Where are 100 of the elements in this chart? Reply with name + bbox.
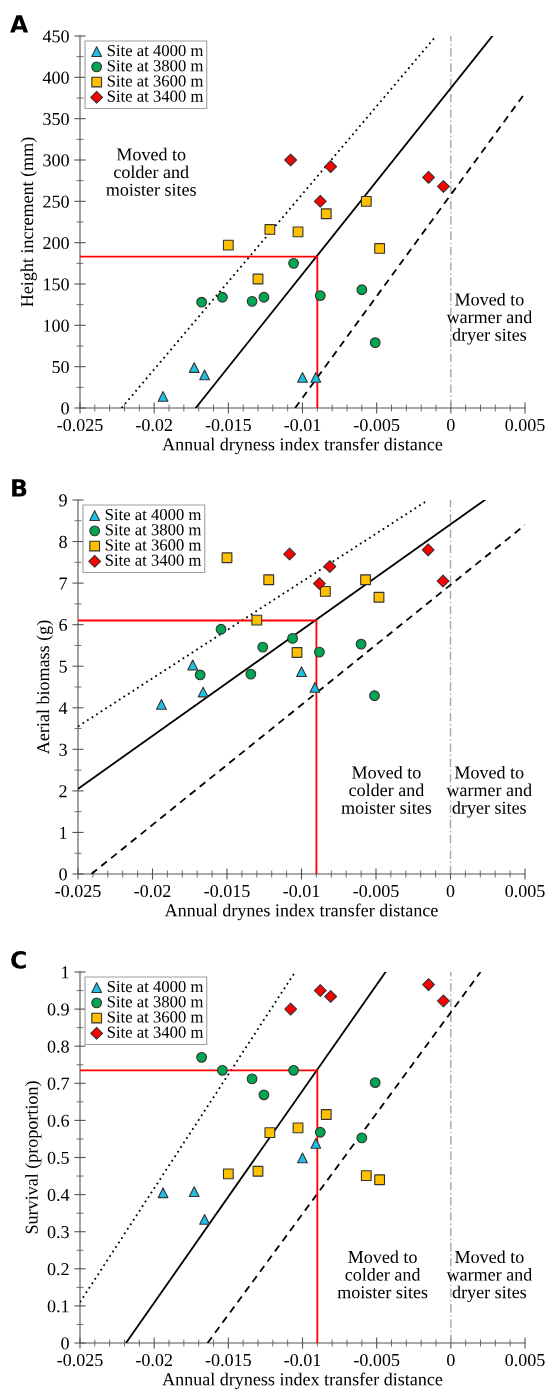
y-tick-label: 0.9 — [47, 1003, 69, 1016]
y-tick-label: 250 — [43, 195, 69, 208]
point — [314, 1126, 326, 1138]
x-tick-label: -0.01 — [284, 1353, 321, 1367]
y-tick-label: 1 — [62, 966, 69, 979]
point — [355, 638, 367, 650]
point — [314, 290, 326, 301]
point — [221, 552, 233, 564]
x-tick-label: -0.02 — [136, 418, 172, 432]
point — [197, 686, 209, 698]
x-tick-label: -0.025 — [57, 418, 103, 432]
point — [257, 641, 269, 653]
legend-label: Site at 3800 m — [107, 60, 204, 72]
y-tick-label: 150 — [44, 278, 69, 291]
point — [288, 257, 300, 269]
point — [292, 1122, 304, 1134]
point — [356, 1132, 368, 1144]
point — [284, 153, 298, 167]
point — [258, 291, 270, 303]
y-tick-label: 400 — [42, 71, 69, 84]
annotation: Moved to warmer and dryer sites — [446, 292, 533, 345]
y-tick-label: 7 — [59, 577, 68, 590]
point — [287, 632, 298, 644]
point — [369, 1077, 381, 1088]
y-tick-label: 5 — [59, 660, 67, 673]
y-tick-label: 9 — [59, 494, 67, 507]
y-tick-label: 0.4 — [47, 1188, 70, 1202]
point — [188, 362, 200, 373]
y-tick-label: 4 — [58, 702, 68, 715]
legend-label: Site at 3400 m — [105, 554, 202, 566]
y-tick-label: 1 — [60, 826, 67, 839]
x-tick-label: -0.025 — [55, 884, 101, 898]
point — [296, 666, 307, 678]
point — [156, 699, 167, 710]
legend-label: Site at 3400 m — [107, 1026, 204, 1038]
point — [216, 1064, 228, 1076]
y-tick-label: 200 — [43, 236, 69, 250]
point — [199, 1214, 211, 1225]
point — [369, 337, 381, 349]
point — [436, 180, 450, 193]
x-axis-title: Annual dryness index transfer distance — [162, 437, 443, 455]
point — [324, 990, 338, 1003]
point — [291, 647, 303, 658]
point — [216, 291, 228, 303]
chart-title: B — [12, 479, 27, 497]
point — [422, 170, 436, 184]
point — [264, 224, 276, 235]
point — [421, 543, 435, 557]
y-axis-title: Height increment (mm) — [20, 137, 37, 307]
point — [196, 1051, 208, 1063]
point — [215, 623, 227, 635]
point — [284, 1002, 298, 1016]
point — [245, 668, 257, 680]
y-tick-label: 450 — [42, 30, 69, 43]
x-tick-label: -0.005 — [354, 418, 400, 432]
x-tick-label: -0.02 — [134, 884, 171, 898]
point — [252, 1165, 264, 1177]
x-tick-label: -0.005 — [353, 884, 399, 898]
legend-label: Site at 3800 m — [105, 524, 202, 536]
annotation: Moved to warmer and dryer sites — [446, 765, 532, 818]
y-tick-label: 3 — [59, 743, 67, 756]
point — [369, 690, 380, 702]
x-tick-label: 0 — [446, 884, 455, 898]
point — [436, 994, 450, 1008]
point — [222, 239, 234, 251]
legend-label: Site at 3600 m — [107, 75, 204, 87]
y-tick-label: 0 — [61, 1337, 69, 1350]
point — [422, 978, 436, 992]
point — [310, 1137, 322, 1149]
point — [436, 574, 450, 588]
y-tick-label: 0.3 — [47, 1225, 69, 1239]
x-tick-label: 0.005 — [505, 418, 545, 432]
x-tick-label: -0.015 — [204, 884, 250, 898]
x-tick-label: 0.005 — [505, 884, 545, 898]
y-tick-label: 8 — [59, 535, 67, 548]
point — [374, 1174, 386, 1186]
point — [246, 1073, 258, 1085]
legend-label: Site at 4000 m — [107, 44, 204, 57]
annotation: Moved to colder and moister sites — [337, 1250, 428, 1299]
y-tick-label: 0.7 — [47, 1077, 70, 1090]
x-tick-label: -0.015 — [205, 1353, 251, 1367]
x-tick-label: -0.01 — [284, 418, 321, 432]
point — [323, 560, 337, 573]
point — [222, 1168, 234, 1180]
annotation: Moved to warmer and dryer sites — [446, 1250, 533, 1303]
x-tick-label: 0.005 — [505, 1353, 545, 1367]
point — [360, 195, 372, 207]
y-tick-label: 0.2 — [47, 1263, 69, 1276]
x-tick-label: -0.015 — [205, 418, 251, 432]
x-axis-title: Annual drynes index transfer distance — [164, 903, 438, 921]
point — [297, 371, 308, 383]
point — [313, 646, 325, 658]
legend-label: Site at 3600 m — [107, 1011, 204, 1023]
point — [258, 1089, 270, 1101]
y-tick-label: 0.8 — [47, 1040, 69, 1053]
point — [251, 614, 263, 626]
point — [319, 586, 331, 597]
y-tick-label: 50 — [52, 360, 69, 374]
point — [313, 194, 327, 208]
legend-label: Site at 4000 m — [105, 508, 202, 521]
